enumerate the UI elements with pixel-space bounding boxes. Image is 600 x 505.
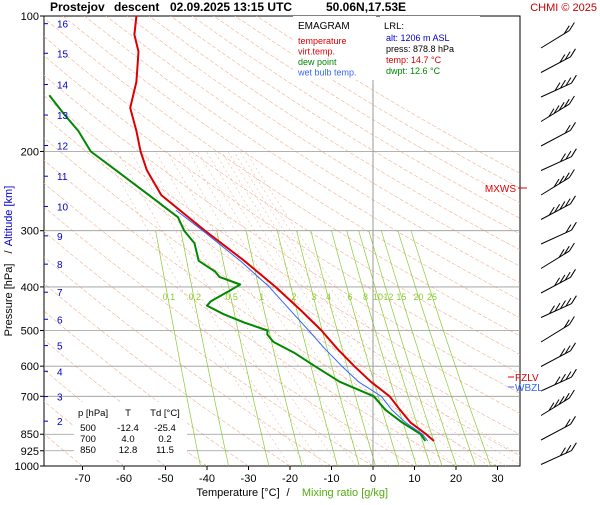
x-tick-label: -50 bbox=[158, 473, 174, 485]
table-header: Td [°C] bbox=[150, 408, 180, 419]
pressure-tick-label: 850 bbox=[21, 429, 39, 441]
lrl-temp: temp: 14.7 °C bbox=[386, 55, 442, 65]
altitude-tick-label: 12 bbox=[57, 142, 69, 153]
lrl-title: LRL: bbox=[384, 21, 404, 32]
mixing-ratio-label: 0.5 bbox=[225, 292, 238, 302]
mixing-ratio-label: 10 bbox=[373, 292, 383, 302]
pressure-tick-label: 600 bbox=[21, 361, 39, 373]
altitude-tick-label: 5 bbox=[57, 342, 63, 353]
wbzl-label: WBZL bbox=[515, 383, 543, 394]
x-tick-label: -10 bbox=[324, 473, 340, 485]
pressure-tick-label: 1000 bbox=[15, 461, 39, 473]
title-mode: descent bbox=[114, 0, 159, 14]
table-cell: 4.0 bbox=[121, 434, 134, 445]
altitude-tick-label: 6 bbox=[57, 315, 63, 326]
table-cell: 500 bbox=[80, 423, 96, 434]
legend-title: EMAGRAM bbox=[298, 21, 350, 32]
altitude-tick-label: 3 bbox=[57, 393, 63, 404]
table-cell: 850 bbox=[80, 445, 96, 456]
table-cell: -25.4 bbox=[154, 423, 176, 434]
altitude-tick-label: 8 bbox=[57, 260, 63, 271]
x-tick-label: -30 bbox=[241, 473, 257, 485]
lrl-alt: alt: 1206 m ASL bbox=[386, 33, 450, 43]
mixing-ratio-label: 0.1 bbox=[163, 292, 176, 302]
table-cell: -12.4 bbox=[117, 423, 139, 434]
x-axis-label: Temperature [°C] bbox=[196, 487, 279, 499]
mixing-ratio-label: 6 bbox=[347, 292, 352, 302]
lrl-press: press: 878.8 hPa bbox=[386, 44, 454, 54]
legend-entry: temperature bbox=[298, 36, 347, 46]
pressure-tick-label: 200 bbox=[21, 146, 39, 158]
x-tick-label: -20 bbox=[282, 473, 298, 485]
mixing-ratio-label: 8 bbox=[363, 292, 368, 302]
mixing-ratio-label: 1 bbox=[259, 292, 264, 302]
altitude-tick-label: 2 bbox=[57, 417, 63, 428]
mixing-ratio-label: 3 bbox=[311, 292, 316, 302]
mixing-ratio-label: 2 bbox=[291, 292, 296, 302]
x-axis-label-mixing: Mixing ratio [g/kg] bbox=[302, 487, 388, 499]
pressure-tick-label: 700 bbox=[21, 391, 39, 403]
mixing-ratio-label: 4 bbox=[326, 292, 331, 302]
altitude-tick-label: 15 bbox=[57, 49, 69, 60]
x-tick-label: 30 bbox=[491, 473, 503, 485]
pressure-tick-label: 925 bbox=[21, 446, 39, 458]
table-cell: 700 bbox=[80, 434, 96, 445]
x-tick-label: -60 bbox=[116, 473, 132, 485]
legend-entry: virt.temp. bbox=[298, 47, 335, 57]
pressure-tick-label: 500 bbox=[21, 326, 39, 338]
pressure-tick-label: 400 bbox=[21, 282, 39, 294]
x-tick-label: 20 bbox=[450, 473, 462, 485]
credit-text: CHMI © 2025 bbox=[530, 2, 597, 14]
pressure-tick-label: 300 bbox=[21, 226, 39, 238]
lrl-dwpt: dwpt: 12.6 °C bbox=[386, 66, 441, 76]
altitude-tick-label: 10 bbox=[57, 202, 69, 213]
x-tick-label: 10 bbox=[408, 473, 420, 485]
legend-entry: dew point bbox=[298, 57, 337, 67]
title-datetime: 02.09.2025 13:15 UTC bbox=[170, 0, 292, 14]
table-cell: 12.8 bbox=[119, 445, 138, 456]
x-tick-label: 0 bbox=[370, 473, 376, 485]
x-tick-label: -70 bbox=[75, 473, 91, 485]
table-header: p [hPa] bbox=[78, 408, 108, 419]
x-tick-label: -40 bbox=[199, 473, 215, 485]
altitude-tick-label: 14 bbox=[57, 81, 69, 92]
mixing-ratio-label: 0.2 bbox=[189, 292, 202, 302]
table-cell: 11.5 bbox=[156, 445, 174, 456]
mixing-ratio-label: 15 bbox=[396, 292, 406, 302]
altitude-tick-label: 11 bbox=[57, 172, 68, 183]
altitude-tick-label: 4 bbox=[57, 367, 63, 378]
value-table-cells: p [hPa] T Td [°C] 500 -12.4 -25.4 700 4.0 0.2 850… bbox=[78, 408, 180, 456]
altitude-tick-label: 13 bbox=[57, 111, 69, 122]
mixing-ratio-label: 12 bbox=[383, 292, 393, 302]
altitude-tick-label: 9 bbox=[57, 232, 63, 243]
table-cell: 0.2 bbox=[158, 434, 171, 445]
altitude-tick-label: 7 bbox=[57, 288, 63, 299]
pressure-tick-label: 100 bbox=[21, 11, 39, 23]
mxws-label: MXWS bbox=[485, 184, 516, 195]
y-axis-label-altitude: Altitude [km] bbox=[3, 186, 15, 247]
mixing-ratio-label: 20 bbox=[413, 292, 423, 302]
title-coords: 50.06N,17.53E bbox=[326, 0, 406, 14]
y-axis-label: Pressure [hPa] bbox=[3, 264, 15, 337]
altitude-tick-label: 16 bbox=[57, 20, 69, 31]
table-header: T bbox=[125, 408, 131, 419]
legend-entry: wet bulb temp. bbox=[297, 68, 357, 78]
mixing-ratio-label: 25 bbox=[427, 292, 437, 302]
title-station: Prostejov bbox=[50, 0, 105, 14]
